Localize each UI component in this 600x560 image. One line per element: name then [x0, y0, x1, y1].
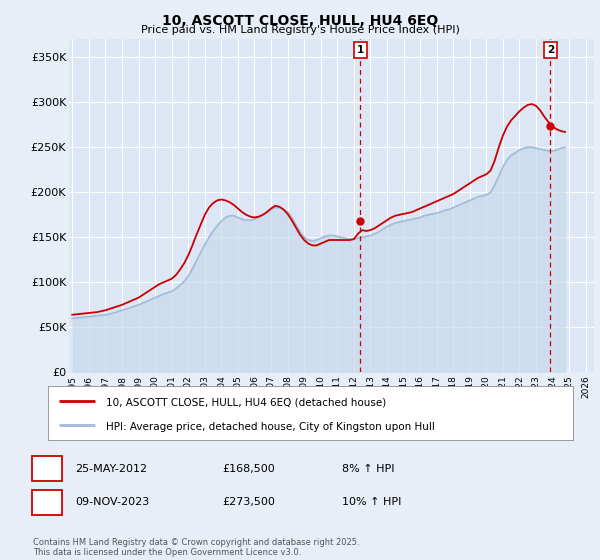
Text: 09-NOV-2023: 09-NOV-2023: [75, 497, 149, 507]
Text: 2: 2: [44, 497, 51, 507]
Text: HPI: Average price, detached house, City of Kingston upon Hull: HPI: Average price, detached house, City…: [106, 422, 434, 432]
Text: Price paid vs. HM Land Registry's House Price Index (HPI): Price paid vs. HM Land Registry's House …: [140, 25, 460, 35]
Text: 10, ASCOTT CLOSE, HULL, HU4 6EQ (detached house): 10, ASCOTT CLOSE, HULL, HU4 6EQ (detache…: [106, 398, 386, 407]
Text: 1: 1: [44, 464, 51, 474]
Text: 10% ↑ HPI: 10% ↑ HPI: [342, 497, 401, 507]
Text: £168,500: £168,500: [222, 464, 275, 474]
Text: 2: 2: [547, 45, 554, 55]
Text: £273,500: £273,500: [222, 497, 275, 507]
Text: 8% ↑ HPI: 8% ↑ HPI: [342, 464, 395, 474]
Text: 25-MAY-2012: 25-MAY-2012: [75, 464, 147, 474]
Text: Contains HM Land Registry data © Crown copyright and database right 2025.
This d: Contains HM Land Registry data © Crown c…: [33, 538, 359, 557]
Text: 10, ASCOTT CLOSE, HULL, HU4 6EQ: 10, ASCOTT CLOSE, HULL, HU4 6EQ: [162, 14, 438, 28]
Text: 1: 1: [356, 45, 364, 55]
